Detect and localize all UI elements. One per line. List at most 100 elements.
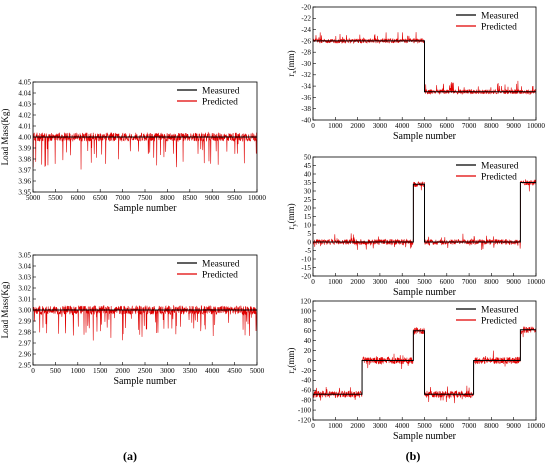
y-tick-label: -28 [301, 49, 311, 57]
x-tick-label: 6000 [440, 278, 455, 286]
y-axis-label: ry(mm) [286, 203, 298, 229]
legend-label-measured: Measured [481, 161, 519, 171]
y-tick-label: 80 [304, 317, 312, 325]
x-tick-label: 9000 [507, 122, 522, 130]
y-tick-label: 3.01 [18, 295, 31, 303]
y-tick-label: -20 [301, 367, 311, 375]
y-tick-label: 10 [304, 221, 312, 229]
x-tick-label: 5000 [26, 194, 41, 202]
y-tick-label: -60 [301, 387, 311, 395]
x-tick-label: 8500 [183, 194, 198, 202]
y-tick-label: 2.97 [18, 339, 31, 347]
x-tick-label: 4000 [395, 422, 410, 430]
x-tick-label: 2500 [138, 367, 153, 375]
x-tick-label: 1500 [93, 367, 108, 375]
y-tick-label: 100 [300, 307, 311, 315]
x-tick-label: 3000 [373, 422, 388, 430]
y-tick-label: 4.05 [18, 78, 31, 86]
legend-label-measured: Measured [202, 86, 240, 96]
y-tick-label: 20 [304, 204, 312, 212]
y-tick-label: 15 [304, 213, 312, 221]
x-tick-label: 0 [311, 278, 315, 286]
y-tick-label: 35 [304, 179, 312, 187]
y-tick-label: 2.98 [18, 328, 31, 336]
y-tick-label: -24 [301, 26, 311, 34]
x-tick-label: 3000 [160, 367, 175, 375]
series-measured-line [313, 329, 536, 395]
legend-label-measured: Measured [202, 259, 240, 269]
y-tick-label: 120 [300, 297, 311, 305]
x-tick-label: 2000 [350, 122, 365, 130]
y-tick-label: -10 [301, 255, 311, 263]
y-axis-label: Load Mass(Kg) [0, 109, 10, 166]
y-tick-label: 3.03 [18, 273, 31, 281]
y-tick-label: 3.02 [18, 284, 31, 292]
x-tick-label: 2000 [350, 278, 365, 286]
legend-label-predicted: Predicted [202, 97, 238, 107]
x-tick-label: 9000 [507, 278, 522, 286]
y-tick-label: 3.96 [18, 177, 31, 185]
x-tick-label: 3500 [183, 367, 198, 375]
x-tick-label: 5500 [48, 194, 63, 202]
legend-label-measured: Measured [481, 11, 519, 21]
y-tick-label: 4.02 [18, 111, 31, 119]
y-tick-label: 45 [304, 162, 312, 170]
y-axis-label: Load Mass(Kg) [0, 282, 10, 339]
x-tick-label: 10000 [248, 194, 266, 202]
y-tick-label: -22 [301, 15, 311, 23]
y-tick-label: 5 [307, 230, 311, 238]
x-axis-label: Sample number [113, 203, 177, 214]
x-tick-label: 6000 [71, 194, 86, 202]
y-tick-label: 3.04 [18, 262, 31, 270]
x-tick-label: 3000 [373, 278, 388, 286]
x-axis-label: Sample number [393, 287, 457, 298]
x-tick-label: 9500 [227, 194, 242, 202]
y-tick-label: -34 [301, 83, 311, 91]
y-tick-label: 3.95 [18, 188, 31, 196]
x-tick-label: 1000 [328, 278, 343, 286]
legend-label-predicted: Predicted [481, 22, 517, 32]
y-tick-label: 4.01 [18, 122, 31, 130]
x-tick-label: 6000 [440, 422, 455, 430]
y-tick-label: 2.99 [18, 317, 31, 325]
x-tick-label: 4000 [395, 278, 410, 286]
x-tick-label: 1000 [328, 122, 343, 130]
y-axis-label: rx(mm) [286, 50, 298, 76]
y-tick-label: 40 [304, 337, 312, 345]
x-tick-label: 500 [50, 367, 61, 375]
x-tick-label: 7000 [115, 194, 130, 202]
y-tick-label: 40 [304, 170, 312, 178]
legend-label-predicted: Predicted [481, 316, 517, 326]
x-tick-label: 3000 [373, 122, 388, 130]
y-tick-label: -80 [301, 397, 311, 405]
series-measured-line [313, 40, 536, 93]
y-tick-label: 3.05 [18, 251, 31, 259]
y-tick-label: -36 [301, 94, 311, 102]
x-tick-label: 5000 [417, 422, 432, 430]
series-predicted-line [33, 131, 257, 170]
x-tick-label: 5000 [417, 122, 432, 130]
x-tick-label: 5000 [417, 278, 432, 286]
y-tick-label: 2.95 [18, 361, 31, 369]
x-tick-label: 6000 [440, 122, 455, 130]
x-axis-label: Sample number [113, 376, 177, 387]
x-tick-label: 7500 [138, 194, 153, 202]
panel-label-a: (a) [123, 449, 137, 463]
y-tick-label: 3.98 [18, 155, 31, 163]
x-tick-label: 0 [31, 367, 35, 375]
x-tick-label: 1000 [71, 367, 86, 375]
y-tick-label: -40 [301, 377, 311, 385]
x-tick-label: 4000 [205, 367, 220, 375]
y-tick-label: 20 [304, 347, 312, 355]
y-tick-label: 50 [304, 153, 312, 161]
y-tick-label: -20 [301, 3, 311, 11]
y-tick-label: -120 [298, 416, 312, 424]
x-tick-label: 4000 [395, 122, 410, 130]
x-tick-label: 0 [311, 422, 315, 430]
chart-b-mid: 0 1000 2000 3000 4000 5000 6000 7000 8000 9000 100… [286, 153, 545, 298]
series-predicted-line [33, 304, 257, 341]
y-tick-label: 25 [304, 196, 312, 204]
y-tick-label: -32 [301, 71, 311, 79]
x-tick-label: 10000 [527, 278, 545, 286]
